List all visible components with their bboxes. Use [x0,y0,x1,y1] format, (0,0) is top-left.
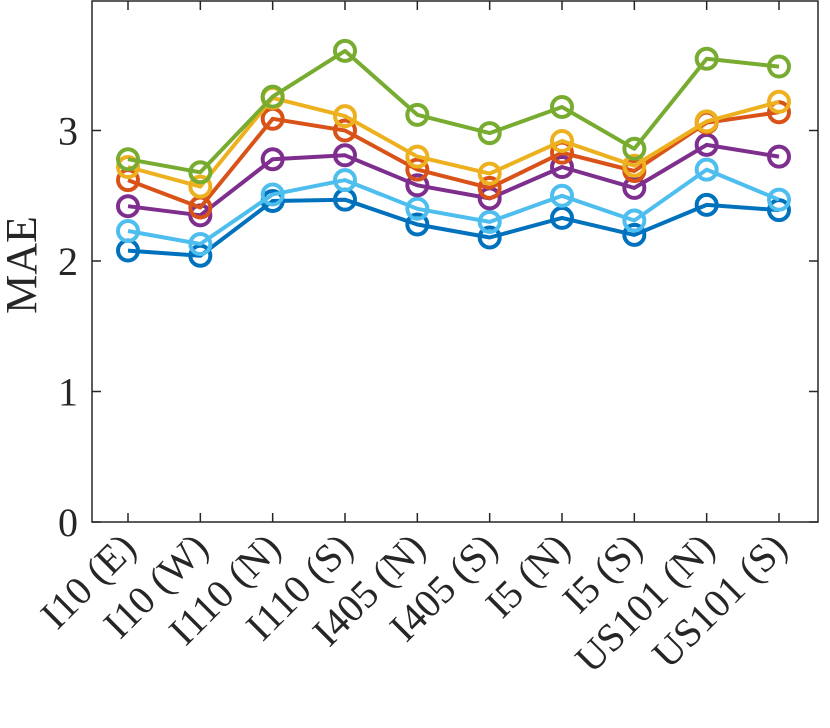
data-point [260,147,285,172]
data-point [694,46,719,71]
data-point [188,174,213,199]
data-point [767,54,791,79]
data-point [694,109,719,134]
data-point [116,155,140,180]
data-point [260,182,285,207]
plot-area [91,0,819,523]
data-point [694,157,719,182]
data-point [622,153,647,178]
series-3 [116,132,791,228]
y-axis: 0 1 2 3 [58,109,818,545]
series-layer [116,38,791,268]
series-line [127,95,780,189]
data-point [694,192,719,217]
y-tick-label: 1 [58,370,78,415]
data-point [550,183,574,208]
series-2 [116,157,791,257]
data-point [767,198,791,223]
data-point [333,143,357,168]
data-point [694,132,719,157]
data-point [116,218,140,243]
data-point [188,160,213,185]
data-point [405,144,430,169]
data-point [622,222,647,247]
data-point [405,102,430,127]
data-point [333,104,357,129]
series-5 [116,85,791,199]
data-point [477,121,502,146]
data-point [550,95,574,120]
data-point [477,225,502,250]
data-point [550,128,574,153]
series-6 [116,38,791,185]
data-point [405,157,430,182]
data-point [622,175,647,200]
series-line [127,167,780,246]
data-point [405,173,430,198]
series-line [127,197,780,258]
data-point [550,155,574,180]
data-point [188,232,213,257]
data-point [333,168,357,193]
data-point [116,147,140,172]
data-point [333,118,357,143]
data-point [767,89,791,114]
y-tick-label: 2 [58,239,78,284]
data-point [477,161,502,186]
data-point [767,144,791,169]
x-tick-label: I5 (N) [477,525,579,627]
y-tick-label: 3 [58,109,78,154]
data-point [260,84,285,109]
data-point [622,208,647,233]
data-point [622,136,647,161]
data-point [405,212,430,237]
y-tick-label: 0 [58,500,78,545]
axes-box [91,0,819,523]
data-point [333,38,357,63]
data-point [767,187,791,212]
series-line [127,110,780,210]
data-point [477,175,502,200]
series-line [127,142,780,218]
data-point [405,196,430,221]
data-point [477,209,502,234]
data-point [550,205,574,230]
series-line [127,48,780,175]
data-point [116,194,140,219]
series-1 [116,187,791,268]
y-axis-label: MAE [0,216,46,314]
